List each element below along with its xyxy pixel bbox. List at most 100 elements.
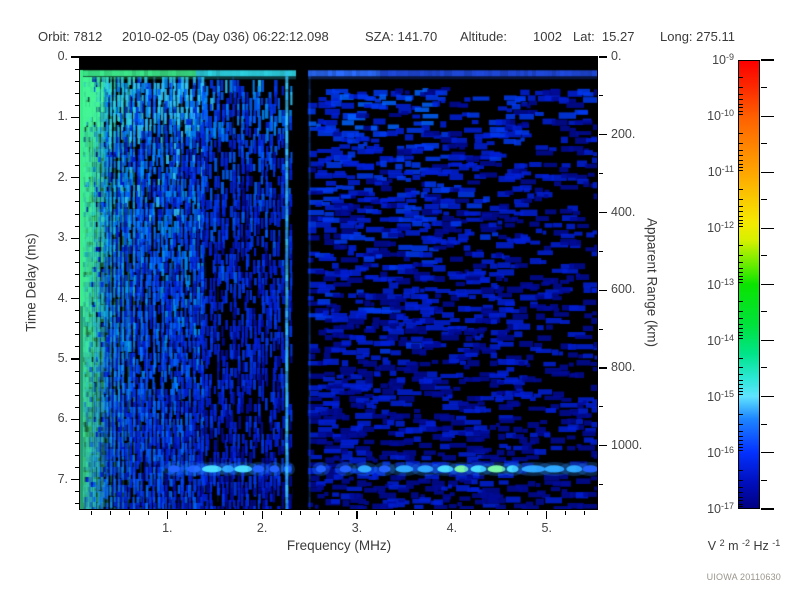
watermark: UIOWA 20110630 — [706, 572, 781, 582]
tick-label: 4. — [57, 290, 68, 305]
tick — [739, 219, 743, 221]
tick — [527, 511, 529, 515]
tick — [75, 491, 79, 493]
tick — [75, 189, 79, 191]
x-axis-title: Frequency (MHz) — [286, 538, 392, 553]
tick — [739, 335, 743, 336]
tick — [739, 93, 743, 95]
tick — [599, 367, 607, 369]
tick — [90, 511, 92, 515]
tick — [71, 418, 79, 420]
tick — [761, 227, 774, 229]
tick — [71, 237, 79, 239]
header-altitude-label: Altitude: — [460, 29, 507, 44]
colorbar-tick-label: 10-15 — [707, 388, 734, 404]
tick — [739, 323, 743, 325]
tick — [242, 511, 244, 515]
tick — [75, 334, 79, 336]
tick — [739, 492, 743, 493]
tick-label: 6. — [57, 411, 68, 426]
tick-label: 4. — [446, 521, 458, 535]
tick — [739, 503, 743, 505]
tick — [75, 68, 79, 70]
tick — [761, 199, 767, 201]
tick — [75, 322, 79, 324]
header-orbit: Orbit: 7812 — [38, 29, 103, 44]
tick — [166, 511, 168, 519]
unit-hz-exp: -1 — [772, 538, 781, 548]
tick — [739, 215, 743, 217]
tick — [739, 318, 743, 320]
tick — [75, 165, 79, 167]
tick — [761, 452, 774, 454]
y2-axis-title: Apparent Range (km) — [644, 217, 660, 348]
unit-m-exp: -2 — [741, 538, 750, 548]
tick-label: 3. — [57, 230, 68, 245]
tick — [375, 511, 377, 515]
tick-label: 2. — [57, 169, 68, 184]
tick — [75, 104, 79, 106]
tick — [356, 511, 358, 519]
tick — [739, 110, 743, 112]
tick — [739, 357, 743, 359]
tick — [739, 430, 743, 432]
tick — [739, 245, 743, 247]
tick — [761, 396, 774, 398]
tick — [71, 479, 79, 481]
tick-label: 1. — [162, 521, 173, 535]
tick — [739, 211, 743, 213]
tick — [739, 86, 743, 88]
tick — [75, 382, 79, 384]
tick — [739, 76, 743, 78]
tick — [71, 56, 79, 58]
tick-label: 1000. — [611, 437, 643, 452]
tick — [470, 511, 472, 515]
tick-label: 400. — [611, 204, 636, 219]
tick — [109, 511, 111, 515]
tick — [75, 286, 79, 288]
colorbar-tick-label: 10-14 — [707, 332, 734, 348]
tick — [739, 206, 743, 207]
tick — [128, 511, 130, 515]
header-altitude-value: 1002 — [533, 29, 562, 44]
tick — [204, 511, 206, 515]
tick — [761, 283, 774, 286]
tick — [739, 103, 743, 105]
tick — [739, 155, 743, 157]
tick — [739, 149, 743, 151]
tick — [761, 115, 774, 117]
tick — [739, 133, 743, 134]
tick — [584, 511, 586, 515]
unit-v-exp: 2 — [719, 538, 725, 548]
tick — [739, 159, 743, 161]
colorbar-tick-label: 10-10 — [707, 108, 734, 124]
tick — [739, 199, 743, 200]
tick — [739, 394, 743, 395]
tick — [739, 384, 743, 386]
tick-label: 0. — [57, 49, 68, 63]
tick — [739, 500, 743, 502]
header-lat: Lat: 15.27 — [573, 29, 635, 44]
tick — [599, 445, 607, 447]
tick — [761, 171, 774, 173]
tick — [739, 328, 743, 329]
tick — [508, 511, 510, 515]
tick — [739, 379, 743, 381]
tick — [280, 511, 282, 515]
tick — [147, 511, 149, 515]
tick — [739, 169, 743, 171]
tick — [739, 444, 743, 445]
colorbar-tick-label: 10-11 — [707, 164, 734, 180]
tick — [75, 92, 79, 94]
header-sza: SZA: 141.70 — [365, 29, 438, 44]
tick — [75, 225, 79, 227]
tick-label: 0. — [611, 49, 622, 63]
tick — [599, 211, 607, 214]
tick — [739, 166, 743, 168]
tick — [71, 298, 79, 300]
tick — [761, 86, 767, 88]
tick — [739, 338, 743, 339]
tick — [75, 455, 79, 457]
tick — [261, 511, 263, 519]
tick — [739, 423, 743, 425]
